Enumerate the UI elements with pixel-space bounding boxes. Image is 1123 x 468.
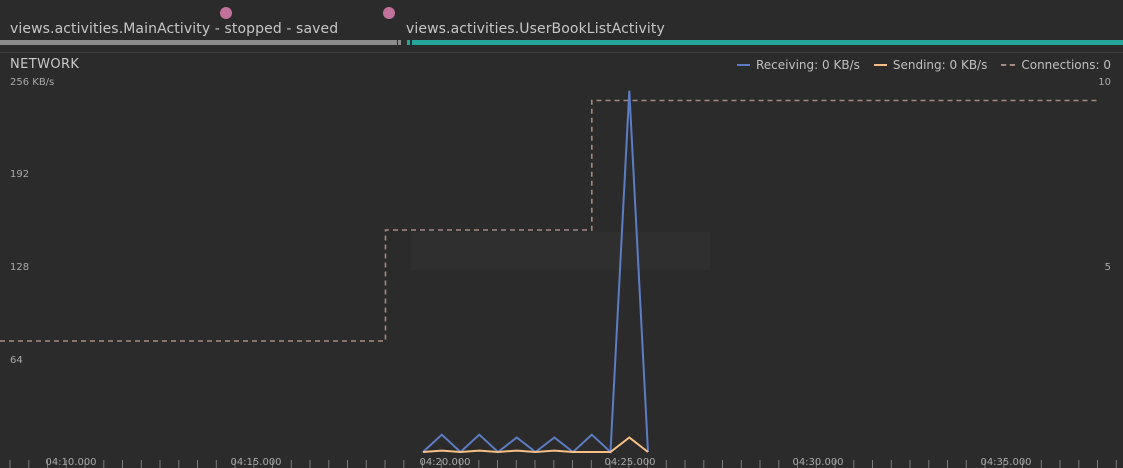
connections-swatch-icon: [1001, 64, 1016, 66]
time-axis-label: 04:25.000: [604, 457, 656, 468]
main-activity-end-marker: [398, 40, 401, 45]
network-title: NETWORK: [10, 57, 80, 72]
hover-highlight: [411, 232, 710, 270]
main-activity-label[interactable]: views.activities.MainActivity - stopped …: [10, 21, 339, 37]
activity-timeline: views.activities.MainActivity - stopped …: [0, 0, 1123, 53]
receiving-swatch-icon: [737, 64, 750, 66]
y2-axis-label: 10: [1098, 77, 1111, 88]
receiving-line: [422, 90, 649, 455]
y-axis-max-label: 256 KB/s: [10, 77, 55, 88]
legend-sending-label: Sending: 0 KB/s: [892, 58, 988, 72]
main-activity-bar[interactable]: [0, 40, 397, 45]
time-axis-label: 04:20.000: [419, 457, 471, 468]
time-axis-label: 04:15.000: [230, 457, 282, 468]
user-activity-start-marker: [407, 40, 410, 45]
y-axis-label: 192: [10, 169, 30, 180]
legend-sending: Sending: 0 KB/s: [873, 58, 988, 72]
user-activity-label[interactable]: views.activities.UserBookListActivity: [406, 21, 665, 37]
legend-connections-label: Connections: 0: [1021, 58, 1111, 72]
legend-connections: Connections: 0: [1001, 58, 1111, 72]
time-axis-label: 04:30.000: [792, 457, 844, 468]
legend-receiving-label: Receiving: 0 KB/s: [756, 58, 860, 72]
sending-line: [422, 436, 649, 454]
event-marker[interactable]: [383, 7, 395, 19]
time-axis-ticks: [9, 460, 1117, 468]
time-axis-label: 04:35.000: [980, 457, 1032, 468]
y2-axis-label: 5: [1104, 262, 1111, 273]
y-axis-label: 64: [10, 355, 23, 366]
event-marker[interactable]: [220, 7, 232, 19]
sending-swatch-icon: [873, 64, 887, 66]
chart-legend: Receiving: 0 KB/s Sending: 0 KB/s Connec…: [723, 58, 1111, 72]
legend-receiving: Receiving: 0 KB/s: [737, 58, 860, 72]
connections-line: [0, 99, 1098, 342]
user-activity-bar[interactable]: [412, 40, 1123, 45]
time-axis-label: 04:10.000: [45, 457, 97, 468]
y-axis-label: 128: [10, 262, 30, 273]
